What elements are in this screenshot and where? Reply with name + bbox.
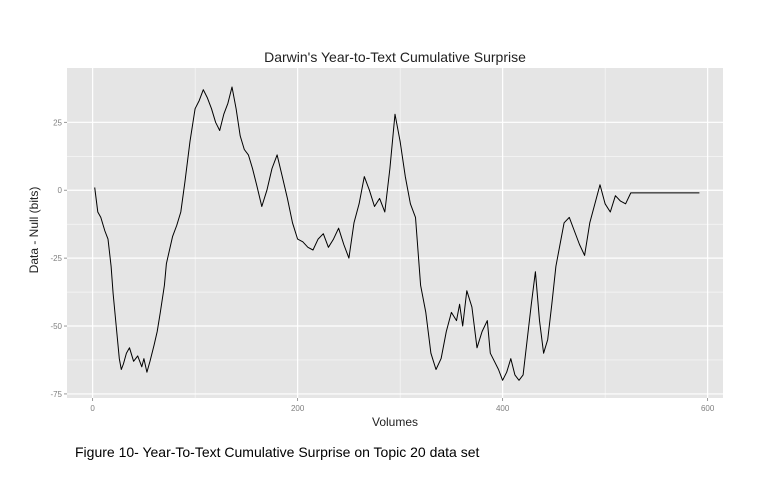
x-axis-label: Volumes [372,415,418,429]
series-line [94,86,700,381]
x-axis-ticks: 0 200 400 600 [90,398,715,413]
y-tick-label: 0 [58,186,63,195]
x-tick-label: 0 [90,404,95,413]
figure-caption: Figure 10- Year-To-Text Cumulative Surpr… [75,444,480,460]
y-axis-ticks: -75 -50 -25 0 25 [50,118,67,399]
grid-lines [67,68,723,398]
x-tick-label: 200 [291,404,305,413]
x-tick-label: 600 [701,404,715,413]
series-group [94,86,700,381]
y-tick-label: -25 [50,254,62,263]
y-tick-label: 25 [53,118,62,127]
y-tick-label: -50 [50,322,62,331]
y-axis-label: Data - Null (bits) [27,187,41,274]
x-tick-label: 400 [496,404,510,413]
plot-panel [67,68,723,398]
chart-title: Darwin's Year-to-Text Cumulative Surpris… [264,49,526,65]
y-tick-label: -75 [50,390,62,399]
